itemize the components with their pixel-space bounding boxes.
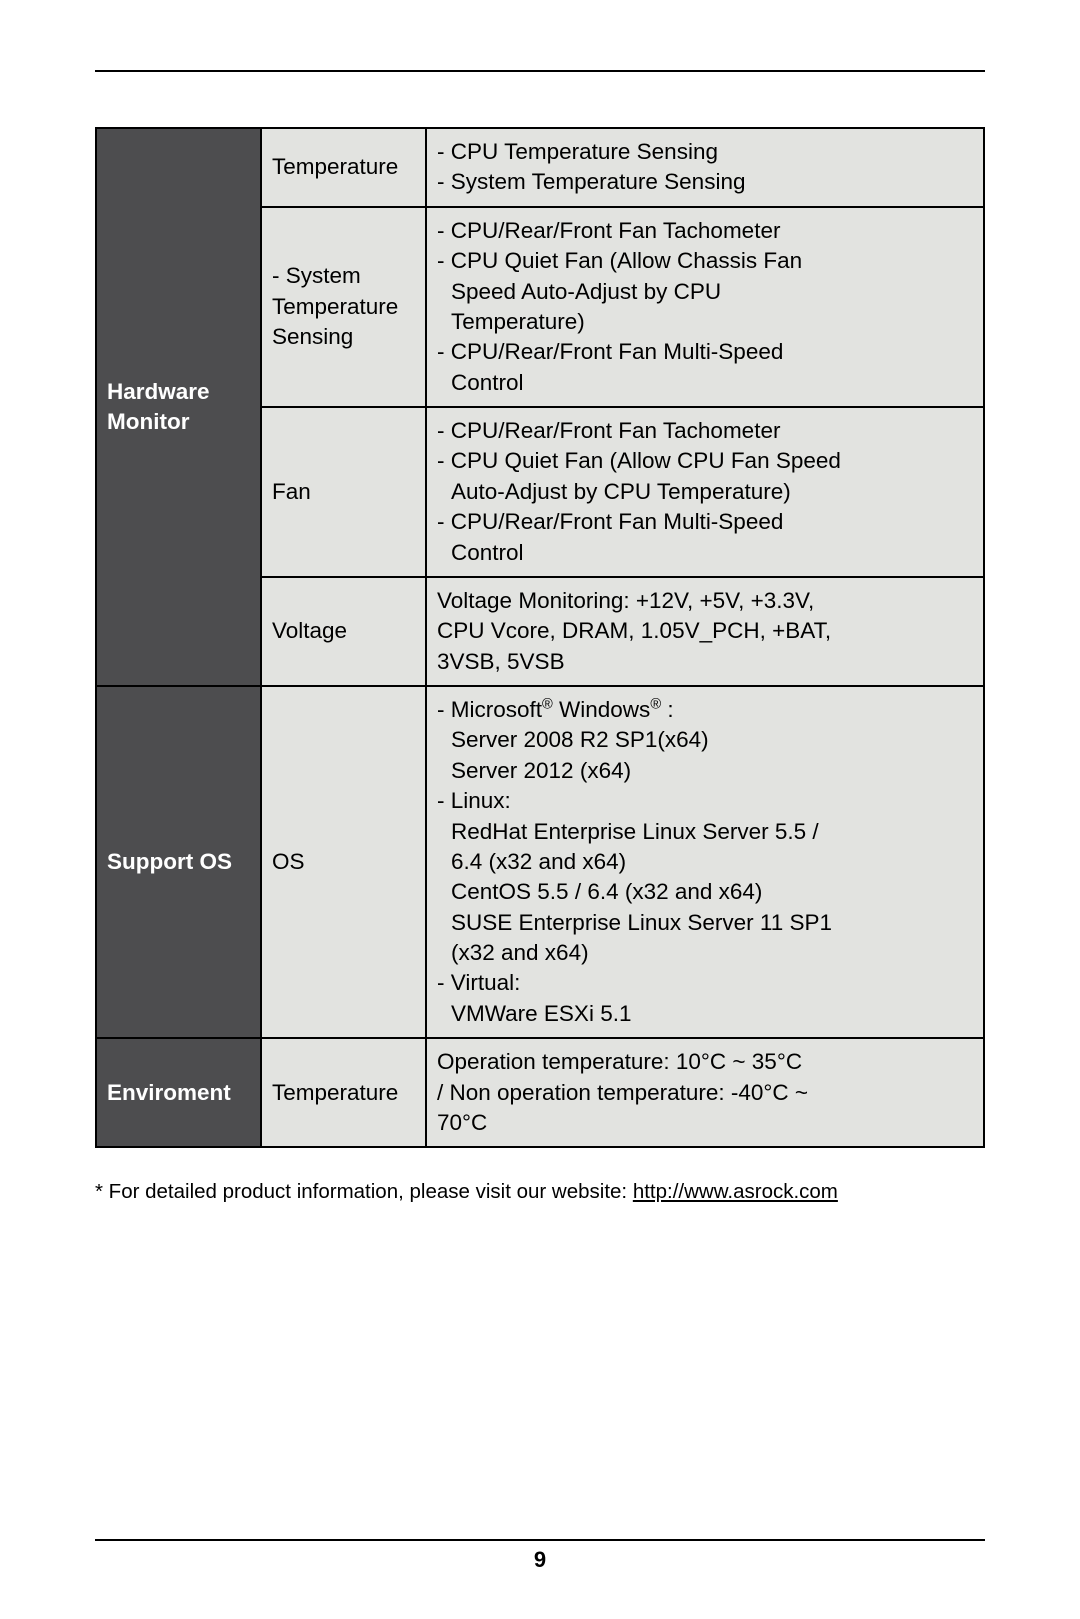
detail-line: SUSE Enterprise Linux Server 11 SP1 xyxy=(437,908,973,938)
subcategory-cell: Temperature xyxy=(261,128,426,207)
detail-line: Voltage Monitoring: +12V, +5V, +3.3V, xyxy=(437,586,973,616)
footnote: * For detailed product information, plea… xyxy=(95,1180,985,1204)
detail-line: CPU Vcore, DRAM, 1.05V_PCH, +BAT, xyxy=(437,616,973,646)
spec-table: Hardware Monitor Temperature - CPU Tempe… xyxy=(95,127,985,1148)
detail-cell: - CPU Temperature Sensing - System Tempe… xyxy=(426,128,984,207)
detail-line: VMWare ESXi 5.1 xyxy=(437,999,973,1029)
detail-line: - Linux: xyxy=(437,786,973,816)
detail-line: Control xyxy=(437,538,973,568)
page-number: 9 xyxy=(0,1547,1080,1573)
detail-line: RedHat Enterprise Linux Server 5.5 / xyxy=(437,817,973,847)
detail-line: - CPU/Rear/Front Fan Multi-Speed xyxy=(437,507,973,537)
detail-cell: - Microsoft® Windows® : Server 2008 R2 S… xyxy=(426,686,984,1038)
document-page: Hardware Monitor Temperature - CPU Tempe… xyxy=(0,0,1080,1619)
category-cell-hardware-monitor: Hardware Monitor xyxy=(96,128,261,686)
detail-line: Temperature) xyxy=(437,307,973,337)
registered-icon: ® xyxy=(542,697,553,713)
spec-table-body: Hardware Monitor Temperature - CPU Tempe… xyxy=(96,128,984,1147)
registered-icon: ® xyxy=(650,697,661,713)
table-row: Hardware Monitor Temperature - CPU Tempe… xyxy=(96,128,984,207)
subcategory-cell: Voltage xyxy=(261,577,426,686)
category-cell-environment: Enviroment xyxy=(96,1038,261,1147)
detail-cell: Voltage Monitoring: +12V, +5V, +3.3V, CP… xyxy=(426,577,984,686)
detail-line: - CPU/Rear/Front Fan Tachometer xyxy=(437,216,973,246)
detail-line: - CPU Quiet Fan (Allow Chassis Fan xyxy=(437,246,973,276)
detail-line: - CPU Quiet Fan (Allow CPU Fan Speed xyxy=(437,446,973,476)
detail-line: 3VSB, 5VSB xyxy=(437,647,973,677)
footnote-link[interactable]: http://www.asrock.com xyxy=(633,1180,838,1203)
subcategory-cell: - System Temperature Sensing xyxy=(261,207,426,407)
detail-line: - CPU/Rear/Front Fan Multi-Speed xyxy=(437,337,973,367)
detail-cell: - CPU/Rear/Front Fan Tachometer - CPU Qu… xyxy=(426,407,984,577)
category-cell-support-os: Support OS xyxy=(96,686,261,1038)
detail-cell: - CPU/Rear/Front Fan Tachometer - CPU Qu… xyxy=(426,207,984,407)
detail-line: - Virtual: xyxy=(437,968,973,998)
subcategory-cell: Fan xyxy=(261,407,426,577)
table-row: Enviroment Temperature Operation tempera… xyxy=(96,1038,984,1147)
detail-line: Control xyxy=(437,368,973,398)
detail-line: 70°C xyxy=(437,1108,973,1138)
detail-cell: Operation temperature: 10°C ~ 35°C / Non… xyxy=(426,1038,984,1147)
detail-line: - Microsoft® Windows® : xyxy=(437,695,973,725)
table-row: Support OS OS - Microsoft® Windows® : Se… xyxy=(96,686,984,1038)
detail-line: Auto-Adjust by CPU Temperature) xyxy=(437,477,973,507)
detail-line: (x32 and x64) xyxy=(437,938,973,968)
subcategory-cell: Temperature xyxy=(261,1038,426,1147)
footnote-text: * For detailed product information, plea… xyxy=(95,1180,633,1203)
detail-line: Server 2012 (x64) xyxy=(437,756,973,786)
detail-line: - System Temperature Sensing xyxy=(437,167,973,197)
subcategory-cell: OS xyxy=(261,686,426,1038)
detail-line: Server 2008 R2 SP1(x64) xyxy=(437,725,973,755)
bottom-rule xyxy=(95,1539,985,1541)
detail-line: Speed Auto-Adjust by CPU xyxy=(437,277,973,307)
top-rule xyxy=(95,70,985,72)
detail-line: - CPU Temperature Sensing xyxy=(437,137,973,167)
detail-line: Operation temperature: 10°C ~ 35°C xyxy=(437,1047,973,1077)
detail-line: - CPU/Rear/Front Fan Tachometer xyxy=(437,416,973,446)
detail-line: 6.4 (x32 and x64) xyxy=(437,847,973,877)
detail-line: CentOS 5.5 / 6.4 (x32 and x64) xyxy=(437,877,973,907)
detail-line: / Non operation temperature: -40°C ~ xyxy=(437,1078,973,1108)
